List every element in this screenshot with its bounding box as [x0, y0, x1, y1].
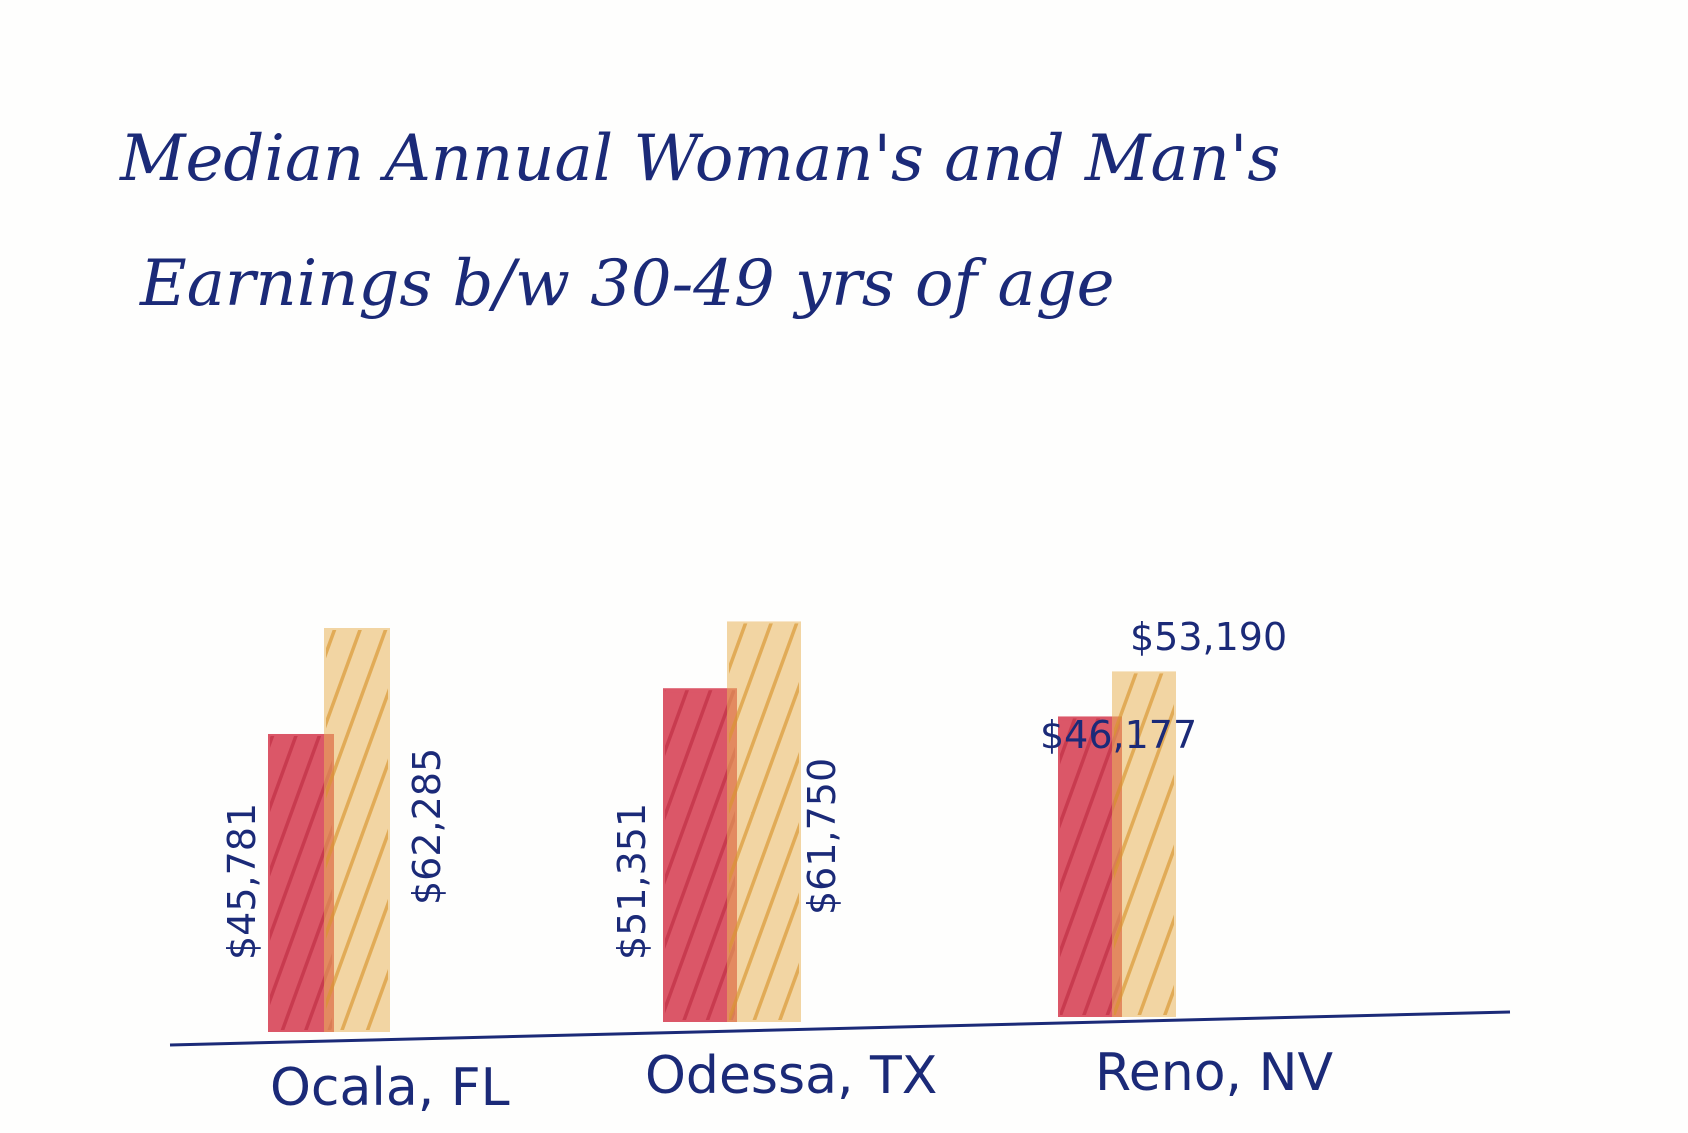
value-labels-layer: $45,781 $62,285 $51,351 $61,750 $46,177 $53,1… [220, 615, 1287, 960]
value-label-orange-0: $62,285 [405, 748, 449, 905]
category-label-0: Ocala, FL [270, 1058, 510, 1118]
value-label-red-1: $51,351 [610, 803, 654, 960]
value-label-orange-2: $53,190 [1130, 615, 1287, 659]
bar-orange-2 [1112, 671, 1176, 1017]
category-label-1: Odessa, TX [645, 1046, 937, 1106]
category-label-2: Reno, NV [1095, 1043, 1334, 1103]
value-label-orange-1: $61,750 [800, 758, 844, 915]
value-label-red-2: $46,177 [1040, 713, 1197, 757]
category-labels-layer: Ocala, FL Odessa, TX Reno, NV [270, 1043, 1334, 1118]
bar-red-1 [663, 688, 737, 1023]
bar-orange-1 [727, 621, 801, 1022]
bar-red-2 [1058, 716, 1122, 1018]
bars-layer [268, 621, 1176, 1033]
chart-title-line-2: Earnings b/w 30-49 yrs of age [139, 247, 1115, 321]
bar-red-0 [268, 733, 334, 1033]
value-label-red-0: $45,781 [220, 803, 264, 960]
bar-orange-0 [324, 628, 390, 1032]
chart-title-line-1: Median Annual Woman's and Man's [119, 122, 1280, 196]
x-axis-baseline [169, 1010, 1511, 1047]
